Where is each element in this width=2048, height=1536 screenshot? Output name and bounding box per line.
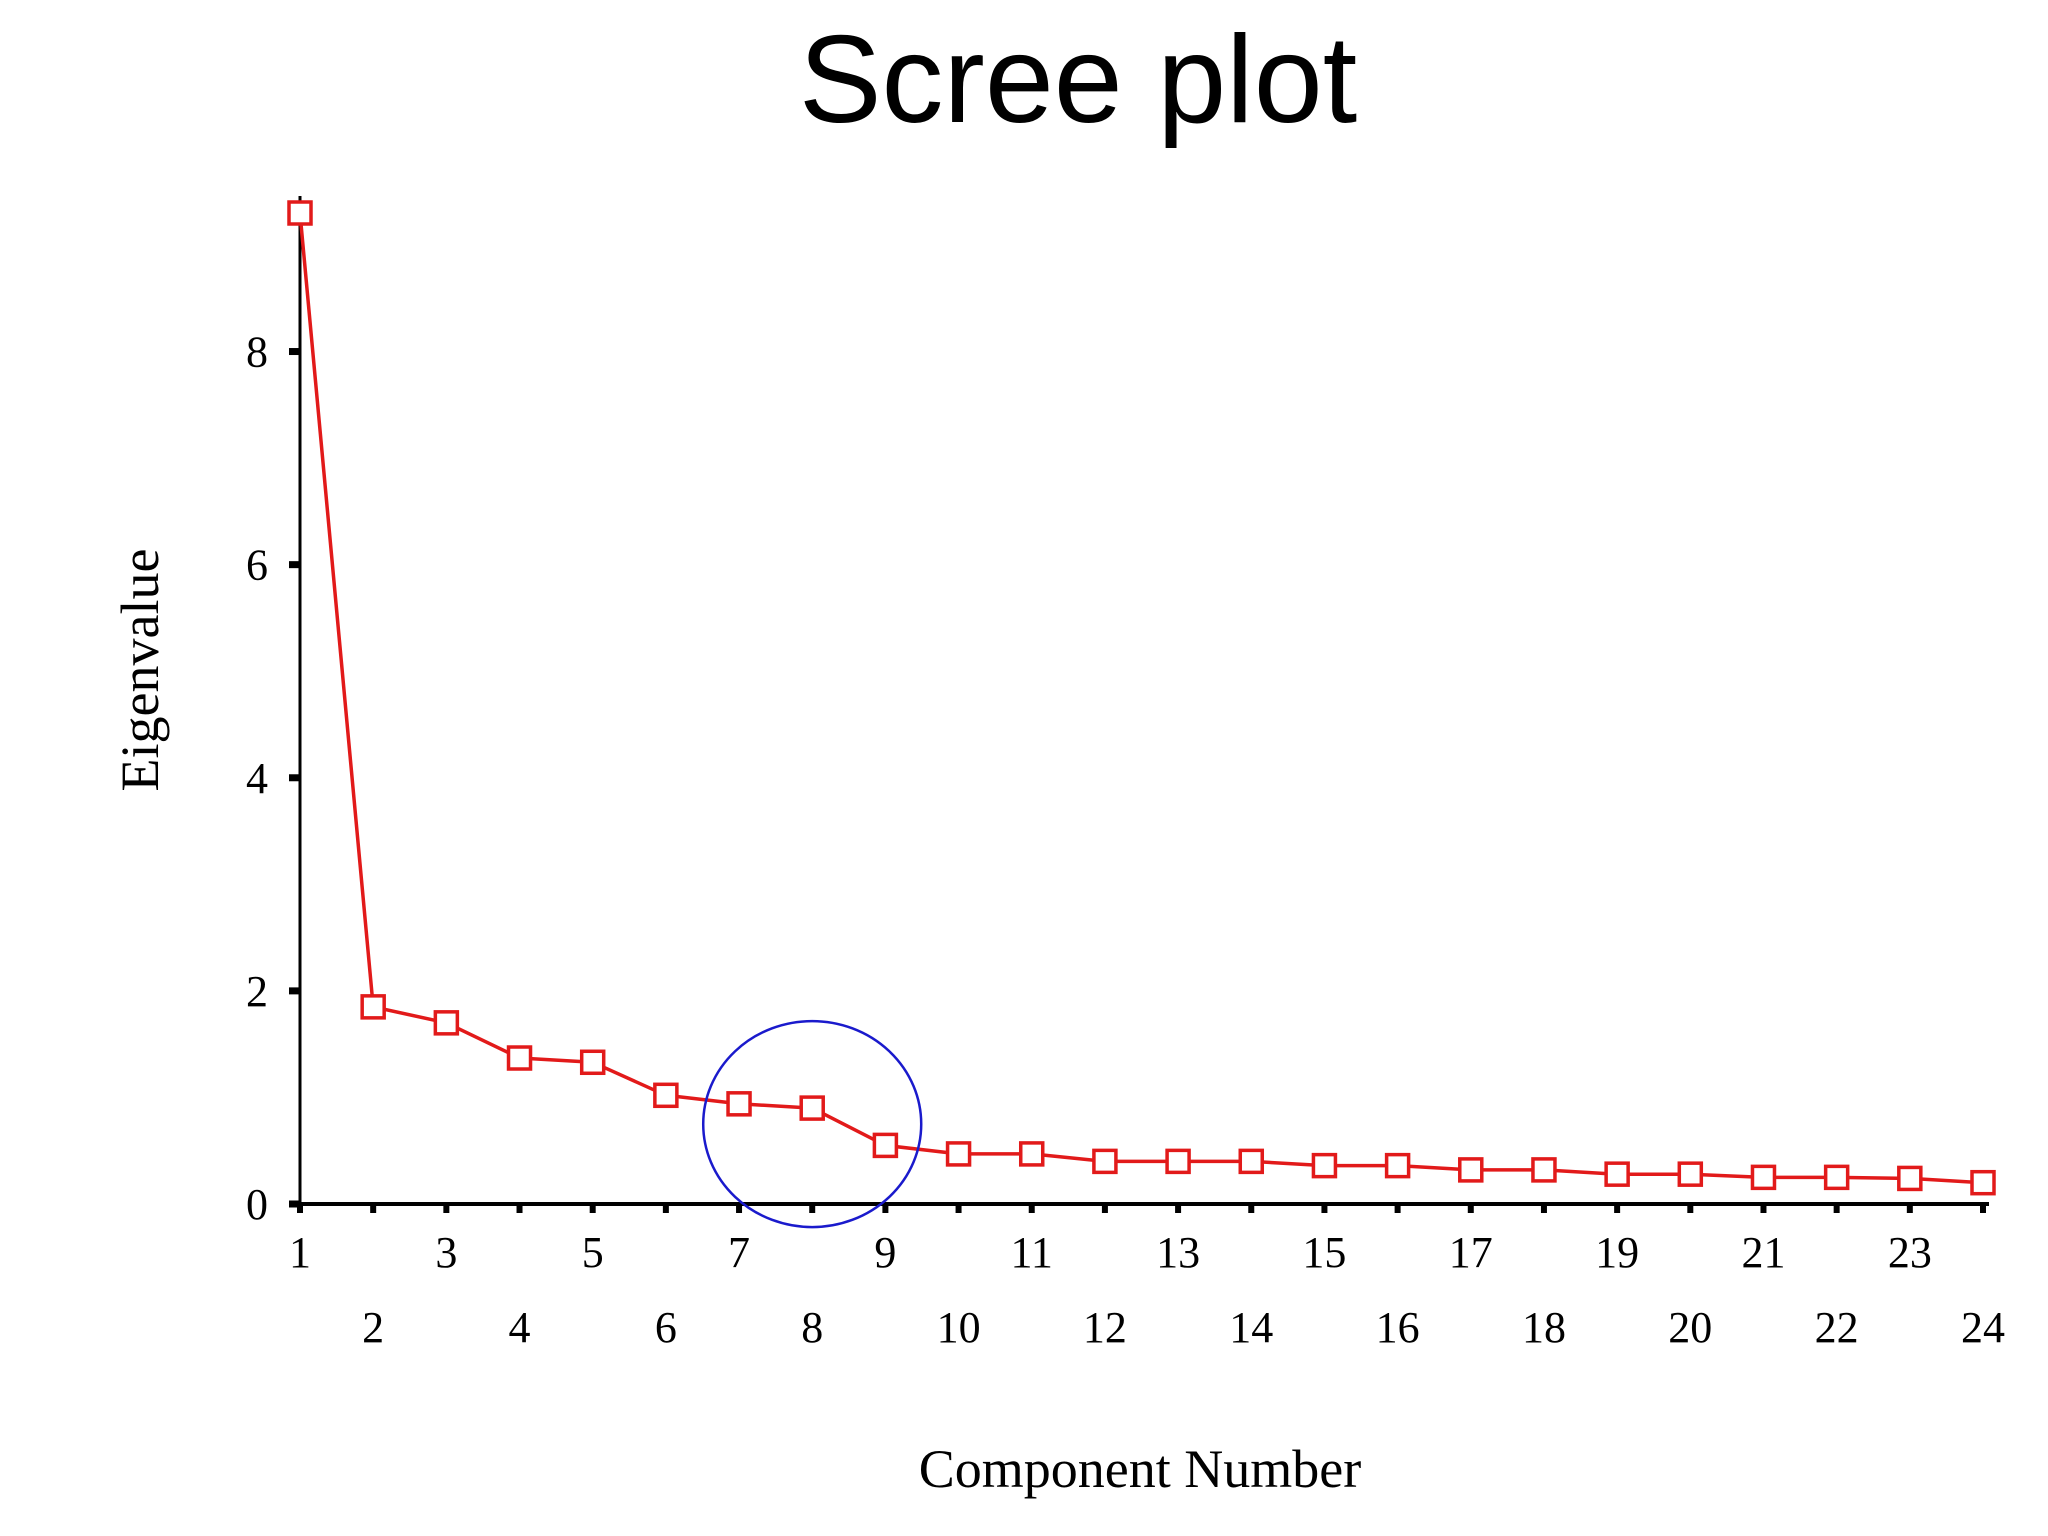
data-point (1531, 1157, 1557, 1183)
x-tick-label-lower: 14 (1229, 1303, 1273, 1352)
data-point (1970, 1169, 1996, 1196)
data-point (872, 1132, 899, 1159)
x-tick-label-upper: 21 (1741, 1228, 1785, 1277)
x-tick-label-lower: 22 (1815, 1303, 1859, 1352)
x-tick-label-upper: 19 (1595, 1228, 1639, 1277)
x-tick-label-lower: 2 (362, 1303, 384, 1352)
data-point (287, 200, 313, 226)
x-tick-label-lower: 16 (1376, 1303, 1420, 1352)
data-point (433, 1010, 460, 1036)
x-tick-label-upper: 1 (289, 1228, 311, 1277)
x-tick-label-upper: 11 (1011, 1228, 1053, 1277)
data-point (1823, 1164, 1850, 1191)
elbow-highlight-circle (701, 1019, 923, 1229)
y-tick-label: 0 (246, 1180, 268, 1229)
data-point (579, 1049, 606, 1076)
x-tick-label-upper: 17 (1449, 1228, 1493, 1277)
axes (290, 196, 1989, 1206)
data-point (726, 1091, 752, 1117)
data-point (653, 1082, 679, 1109)
data-point (799, 1095, 825, 1121)
data-point (1311, 1152, 1338, 1179)
data-point (1604, 1161, 1630, 1187)
y-axis-label: Eigenvalue (110, 549, 170, 792)
data-point (506, 1045, 533, 1071)
x-tick-label-lower: 20 (1668, 1303, 1712, 1352)
series-line-group (298, 212, 1984, 1185)
data-point (1897, 1165, 1923, 1192)
data-point (1750, 1164, 1777, 1191)
chart-title: Scree plot (799, 11, 1357, 149)
highlight-group (701, 1019, 923, 1229)
data-point (1165, 1148, 1191, 1175)
data-point (1092, 1148, 1118, 1175)
x-tick-label-lower: 10 (937, 1303, 981, 1352)
data-point (360, 994, 386, 1020)
data-point (1458, 1157, 1484, 1183)
data-point (1238, 1148, 1265, 1175)
x-tick-label-lower: 12 (1083, 1303, 1127, 1352)
series-line (298, 212, 1984, 1185)
data-point (1018, 1141, 1045, 1167)
x-tick-label-lower: 4 (509, 1303, 531, 1352)
data-point (945, 1141, 972, 1167)
x-tick-label-upper: 23 (1888, 1228, 1932, 1277)
x-tick-label-upper: 5 (582, 1228, 604, 1277)
x-tick-label-upper: 3 (435, 1228, 457, 1277)
y-tick-label: 6 (246, 541, 268, 590)
data-markers (287, 200, 1996, 1196)
x-tick-label-lower: 24 (1961, 1303, 2005, 1352)
y-tick-label: 2 (246, 967, 268, 1016)
data-point (1677, 1161, 1704, 1187)
x-tick-label-upper: 15 (1302, 1228, 1346, 1277)
x-tick-label-upper: 7 (728, 1228, 750, 1277)
x-tick-label-lower: 6 (655, 1303, 677, 1352)
data-point (1384, 1152, 1411, 1179)
x-tick-label-lower: 18 (1522, 1303, 1566, 1352)
y-tick-label: 8 (246, 328, 268, 377)
x-axis-label: Component Number (919, 1439, 1361, 1499)
x-tick-label-upper: 9 (874, 1228, 896, 1277)
y-tick-label: 4 (246, 754, 268, 803)
x-tick-label-lower: 8 (801, 1303, 823, 1352)
x-tick-label-upper: 13 (1156, 1228, 1200, 1277)
